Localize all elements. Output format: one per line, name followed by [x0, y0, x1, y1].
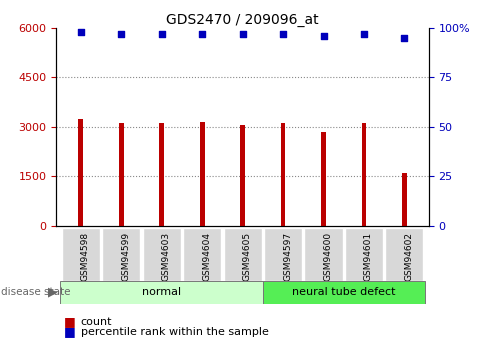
Bar	[263, 281, 425, 304]
Point	[319, 33, 327, 38]
Point	[158, 31, 166, 36]
Bar	[143, 228, 181, 281]
Bar	[78, 119, 83, 226]
Bar	[281, 124, 286, 226]
Text: GSM94604: GSM94604	[202, 232, 211, 281]
Text: GSM94602: GSM94602	[404, 232, 414, 281]
Bar	[223, 228, 262, 281]
Point	[279, 31, 287, 36]
Text: ■: ■	[64, 325, 75, 338]
Text: GSM94599: GSM94599	[121, 232, 130, 281]
Point	[239, 31, 246, 36]
Title: GDS2470 / 209096_at: GDS2470 / 209096_at	[166, 12, 319, 27]
Text: GSM94601: GSM94601	[364, 232, 373, 281]
Point	[360, 31, 368, 36]
Bar	[119, 124, 123, 226]
Text: GSM94605: GSM94605	[243, 232, 251, 281]
Text: neural tube defect: neural tube defect	[292, 287, 395, 297]
Text: percentile rank within the sample: percentile rank within the sample	[81, 327, 269, 337]
Point	[117, 31, 125, 36]
Bar	[102, 228, 140, 281]
Text: GSM94598: GSM94598	[81, 232, 90, 281]
Text: disease state: disease state	[1, 287, 71, 296]
Text: GSM94603: GSM94603	[162, 232, 171, 281]
Bar	[60, 281, 263, 304]
Bar	[362, 124, 367, 226]
Bar	[345, 228, 383, 281]
Point	[400, 35, 408, 40]
Bar	[321, 132, 326, 226]
Bar	[386, 228, 423, 281]
Text: ■: ■	[64, 315, 75, 328]
Point	[198, 31, 206, 36]
Bar	[62, 228, 99, 281]
Text: GSM94597: GSM94597	[283, 232, 292, 281]
Point	[77, 29, 85, 34]
Bar	[402, 173, 407, 226]
Text: GSM94600: GSM94600	[323, 232, 333, 281]
Bar	[304, 228, 343, 281]
Bar	[183, 228, 221, 281]
Text: count: count	[81, 317, 112, 326]
Text: ▶: ▶	[48, 285, 58, 298]
Bar	[240, 125, 245, 226]
Bar	[264, 228, 302, 281]
Text: normal: normal	[142, 287, 181, 297]
Bar	[159, 124, 164, 226]
Bar	[199, 122, 204, 226]
